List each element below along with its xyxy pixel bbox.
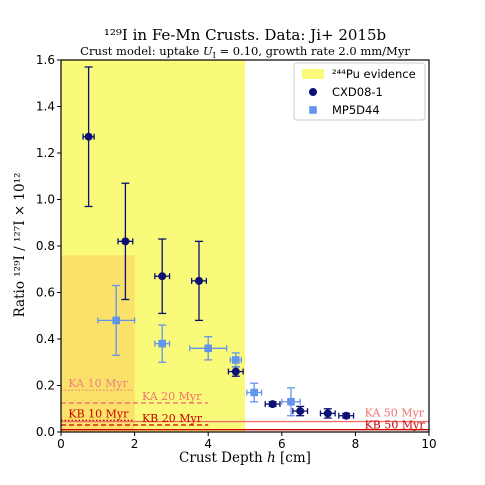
y-tick-label: 0.0 xyxy=(36,425,55,439)
data-marker xyxy=(195,276,203,285)
legend-swatch xyxy=(302,69,324,79)
y-tick-label: 1.0 xyxy=(36,193,55,207)
point-cxd08-1-5 xyxy=(264,400,281,409)
reference-label-kb-50-myr: KB 50 Myr xyxy=(365,419,426,432)
reference-label-ka-20-myr: KA 20 Myr xyxy=(142,390,202,403)
data-marker xyxy=(84,132,93,141)
y-axis-label: Ratio ¹²⁹I / ¹²⁷I × 10¹² xyxy=(12,173,28,318)
data-marker xyxy=(158,339,166,348)
point-cxd08-1-7 xyxy=(319,408,336,419)
data-marker xyxy=(112,316,120,325)
y-tick-label: 0.2 xyxy=(36,379,55,393)
x-tick-label: 10 xyxy=(421,437,436,451)
chart-title: ¹²⁹I in Fe-Mn Crusts. Data: Ji+ 2015b xyxy=(104,26,386,44)
data-marker xyxy=(287,397,295,406)
point-mp5d44-3 xyxy=(229,352,242,368)
x-axis-label-suffix: [cm] xyxy=(276,450,311,466)
legend-label: MP5D44 xyxy=(332,103,380,117)
point-cxd08-1-8 xyxy=(338,411,355,420)
legend: ²⁴⁴Pu evidence CXD08-1 MP5D44 xyxy=(293,62,426,121)
subtitle-suffix: = 0.10, growth rate 2.0 mm/Myr xyxy=(216,44,411,58)
y-tick-label: 0.4 xyxy=(36,332,55,346)
data-marker xyxy=(204,344,212,353)
legend-entry-2: MP5D44 xyxy=(309,103,380,117)
x-tick-label: 4 xyxy=(204,437,212,451)
y-tick-label: 0.6 xyxy=(36,286,55,300)
point-mp5d44-1 xyxy=(154,324,171,363)
x-axis-label: Crust Depth h [cm] xyxy=(179,450,311,466)
subtitle-sub: I xyxy=(213,51,216,60)
x-tick-label: 2 xyxy=(131,437,139,451)
data-marker xyxy=(296,407,305,416)
legend-label: ²⁴⁴Pu evidence xyxy=(332,67,416,81)
data-marker xyxy=(232,356,240,364)
data-marker xyxy=(121,237,130,246)
legend-box xyxy=(293,62,426,121)
reference-label-ka-10-myr: KA 10 Myr xyxy=(68,377,128,390)
shaded-region-pu-evidence-inner xyxy=(61,255,135,432)
data-marker xyxy=(250,388,258,397)
data-marker xyxy=(342,411,351,420)
point-mp5d44-5 xyxy=(281,387,301,417)
point-cxd08-1-1 xyxy=(117,182,134,301)
x-tick-label: 6 xyxy=(278,437,286,451)
point-cxd08-1-0 xyxy=(82,66,95,208)
point-mp5d44-0 xyxy=(97,284,136,356)
data-marker xyxy=(323,409,332,418)
subtitle-var: U xyxy=(203,44,213,58)
x-axis-label-prefix: Crust Depth xyxy=(179,450,267,466)
legend-swatch xyxy=(309,106,317,114)
reference-label-ka-50-myr: KA 50 Myr xyxy=(365,407,425,420)
legend-label: CXD08-1 xyxy=(332,85,383,99)
y-tick-label: 1.2 xyxy=(36,146,55,160)
point-mp5d44-4 xyxy=(246,382,263,403)
x-tick-label: 8 xyxy=(352,437,360,451)
legend-swatch xyxy=(309,88,317,96)
x-axis-label-var: h xyxy=(267,450,276,466)
x-tick-label: 0 xyxy=(57,437,65,451)
point-mp5d44-2 xyxy=(189,336,228,361)
point-cxd08-1-2 xyxy=(154,238,171,315)
reference-label-kb-10-myr: KB 10 Myr xyxy=(68,407,129,420)
reference-label-kb-20-myr: KB 20 Myr xyxy=(142,412,203,425)
legend-entry-0: ²⁴⁴Pu evidence xyxy=(302,67,416,81)
data-marker xyxy=(158,272,167,281)
legend-entry-1: CXD08-1 xyxy=(309,85,383,99)
data-marker xyxy=(231,367,240,376)
y-tick-label: 0.8 xyxy=(36,239,55,253)
plot-area: KA 10 Myr KA 20 Myr KA 50 Myr KB 10 Myr KB 2… xyxy=(36,53,437,451)
y-tick-label: 1.6 xyxy=(36,53,55,67)
y-tick-label: 1.4 xyxy=(36,100,55,114)
subtitle-prefix: Crust model: uptake xyxy=(80,44,203,58)
chart-subtitle: Crust model: uptake UI = 0.10, growth ra… xyxy=(80,44,410,60)
point-cxd08-1-6 xyxy=(292,405,309,417)
point-cxd08-1-3 xyxy=(190,240,208,322)
data-marker xyxy=(268,400,277,409)
